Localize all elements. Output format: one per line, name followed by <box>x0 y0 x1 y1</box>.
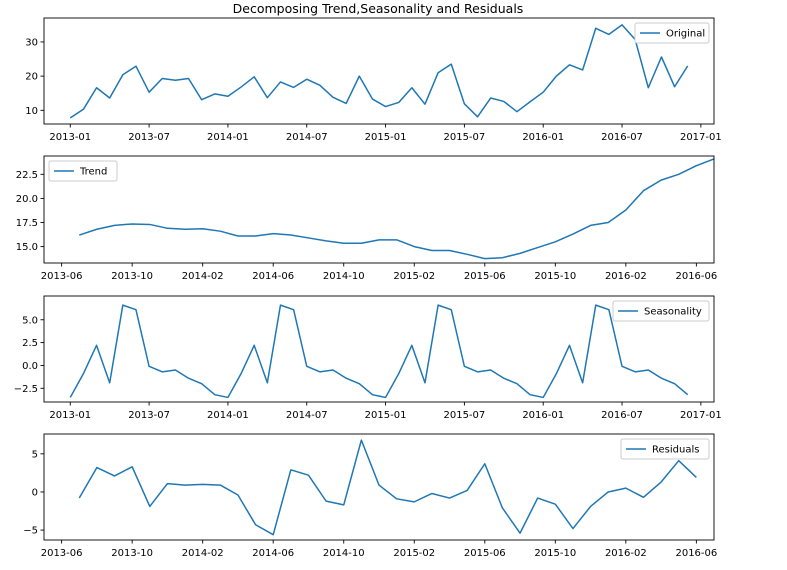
panel-seasonality: 2013-01 2013-07 2014-01 2014-07 2015-01 2015-… <box>14 295 722 421</box>
trend-y-tick-label: 15.0 <box>16 242 38 253</box>
seasonality-legend-label: Seasonality <box>644 307 702 318</box>
original-x-tick-label: 2015-01 <box>365 132 407 143</box>
residuals-x-tick-label: 2015-06 <box>464 548 506 559</box>
original-legend-label: Original <box>666 29 705 40</box>
trend-x-tick-label: 2015-10 <box>534 271 576 282</box>
figure-title: Decomposing Trend,Seasonality and Residu… <box>233 1 524 16</box>
original-x-tick-label: 2014-07 <box>286 132 328 143</box>
seasonality-y-tick-label: 5.0 <box>22 315 38 326</box>
seasonality-y-tick-label: 2.5 <box>22 338 38 349</box>
seasonality-y-tick-label: −2.5 <box>14 384 38 395</box>
original-y-tick-label: 30 <box>25 37 38 48</box>
original-x-tick-label: 2013-07 <box>128 132 170 143</box>
trend-y-tick-label: 20.0 <box>16 194 38 205</box>
residuals-x-tick-label: 2014-10 <box>323 548 365 559</box>
original-x-tick-label: 2014-01 <box>207 132 249 143</box>
original-x-tick-label: 2016-01 <box>522 132 564 143</box>
trend-x-tick-label: 2015-02 <box>393 271 435 282</box>
seasonality-x-tick-label: 2013-07 <box>128 410 170 421</box>
residuals-x-tick-label: 2015-10 <box>534 548 576 559</box>
seasonality-x-tick-label: 2014-01 <box>207 410 249 421</box>
panel-residuals: 2013-06 2013-10 2014-02 2014-06 2014-10 2015-… <box>23 433 717 559</box>
residuals-legend-label: Residuals <box>652 445 699 456</box>
seasonality-x-tick-label: 2014-07 <box>286 410 328 421</box>
seasonality-y-tick-label: 0.0 <box>22 361 38 372</box>
trend-axes-frame <box>43 155 715 264</box>
seasonality-x-tick-label: 2017-01 <box>680 410 722 421</box>
residuals-legend: Residuals <box>620 438 710 460</box>
residuals-x-tick-label: 2014-06 <box>252 548 294 559</box>
original-axes-frame <box>43 17 715 125</box>
trend-legend-label: Trend <box>79 167 107 178</box>
residuals-x-tick-label: 2013-10 <box>111 548 153 559</box>
trend-x-tick-label: 2014-02 <box>182 271 224 282</box>
seasonality-x-tick-label: 2013-01 <box>49 410 91 421</box>
residuals-y-tick-label: 5 <box>32 449 38 460</box>
original-legend: Original <box>634 22 710 44</box>
original-x-tick-label: 2016-07 <box>601 132 643 143</box>
seasonality-legend: Seasonality <box>612 300 710 322</box>
trend-legend: Trend <box>48 160 118 182</box>
original-x-tick-label: 2017-01 <box>680 132 722 143</box>
trend-x-tick-label: 2016-02 <box>605 271 647 282</box>
panel-trend: 2013-06 2013-10 2014-02 2014-06 2014-10 2015-… <box>16 155 717 282</box>
trend-y-tick-label: 22.5 <box>16 170 38 181</box>
residuals-x-tick-label: 2015-02 <box>393 548 435 559</box>
original-series-line <box>69 24 689 119</box>
seasonality-x-tick-label: 2016-07 <box>601 410 643 421</box>
trend-legend-frame <box>48 160 118 182</box>
residuals-series-line <box>78 439 697 536</box>
seasonality-axes-frame <box>43 295 715 403</box>
trend-x-tick-label: 2013-06 <box>41 271 83 282</box>
residuals-y-tick-label: 0 <box>32 487 38 498</box>
original-y-tick-label: 20 <box>25 72 38 83</box>
seasonality-x-tick-label: 2015-01 <box>365 410 407 421</box>
trend-x-tick-label: 2015-06 <box>464 271 506 282</box>
trend-y-tick-label: 17.5 <box>16 218 38 229</box>
residuals-x-tick-label: 2016-06 <box>675 548 717 559</box>
original-x-tick-label: 2013-01 <box>49 132 91 143</box>
seasonality-x-tick-label: 2015-07 <box>443 410 485 421</box>
original-y-tick-label: 10 <box>25 106 38 117</box>
residuals-x-tick-label: 2016-02 <box>605 548 647 559</box>
trend-series-line <box>79 158 715 260</box>
trend-x-tick-label: 2016-06 <box>675 271 717 282</box>
trend-x-tick-label: 2013-10 <box>111 271 153 282</box>
residuals-y-tick-label: −5 <box>23 526 38 537</box>
original-legend-frame <box>634 22 710 44</box>
residuals-legend-frame <box>620 438 710 460</box>
original-x-tick-label: 2015-07 <box>443 132 485 143</box>
seasonality-series-line <box>69 304 689 399</box>
residuals-x-tick-label: 2013-06 <box>41 548 83 559</box>
trend-x-tick-label: 2014-10 <box>323 271 365 282</box>
panel-original: 2013-01 2013-07 2014-01 2014-07 2015-01 2015-… <box>25 17 722 143</box>
trend-x-tick-label: 2014-06 <box>252 271 294 282</box>
residuals-x-tick-label: 2014-02 <box>182 548 224 559</box>
seasonality-x-tick-label: 2016-01 <box>522 410 564 421</box>
seasonality-legend-frame <box>612 300 710 322</box>
residuals-axes-frame <box>43 433 715 541</box>
